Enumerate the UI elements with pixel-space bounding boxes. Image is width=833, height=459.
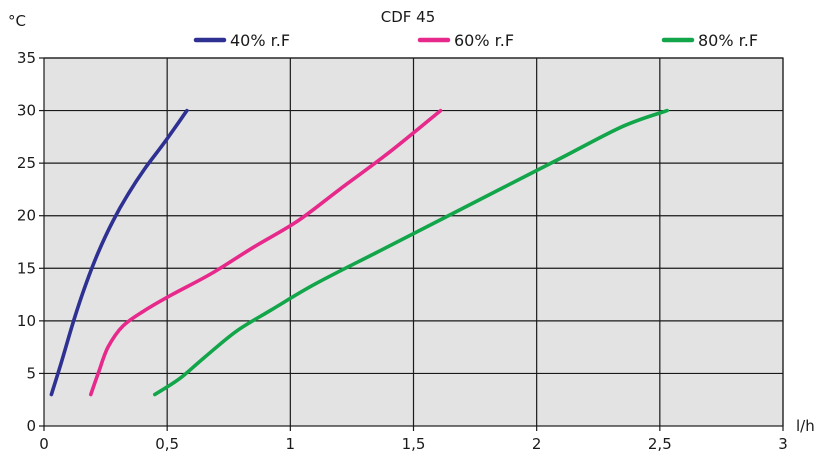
- legend: 40% r.F 60% r.F 80% r.F: [193, 31, 758, 50]
- x-tick-label: 2,5: [648, 435, 672, 453]
- y-axis-ticks: 0 5 10 15 20 25 30 35: [17, 49, 44, 435]
- y-tick-label: 0: [26, 417, 36, 435]
- x-tick-label: 1,5: [402, 435, 426, 453]
- series-line-1: [49, 108, 189, 397]
- y-tick-label: 15: [17, 259, 36, 277]
- x-tick-label: 2: [532, 435, 542, 453]
- y-tick-label: 5: [26, 364, 36, 382]
- series-line-3: [153, 108, 669, 397]
- x-axis-ticks: 0 0,5 1 1,5 2 2,5 3: [39, 426, 788, 453]
- x-tick-label: 1: [286, 435, 296, 453]
- y-axis-unit: °C: [8, 12, 26, 30]
- y-tick-label: 30: [17, 102, 36, 120]
- legend-label-1: 40% r.F: [230, 31, 290, 50]
- chart-title: CDF 45: [381, 8, 436, 26]
- y-tick-label: 25: [17, 154, 36, 172]
- x-tick-label: 0: [39, 435, 49, 453]
- series-lines: [49, 108, 669, 397]
- y-tick-label: 35: [17, 49, 36, 67]
- legend-label-2: 60% r.F: [454, 31, 514, 50]
- series-line-2: [89, 108, 443, 397]
- y-tick-label: 20: [17, 207, 36, 225]
- legend-label-3: 80% r.F: [698, 31, 758, 50]
- x-axis-unit: l/h: [796, 417, 815, 435]
- y-tick-label: 10: [17, 312, 36, 330]
- x-tick-label: 3: [778, 435, 788, 453]
- grid-lines: [44, 57, 784, 426]
- x-tick-label: 0,5: [155, 435, 179, 453]
